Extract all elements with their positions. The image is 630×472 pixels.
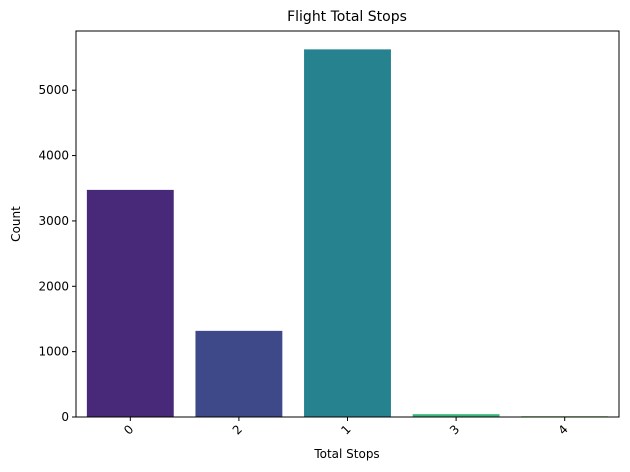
x-tick-label: 1 (338, 422, 353, 437)
y-tick-label: 0 (61, 410, 69, 424)
bar-3 (412, 414, 500, 417)
bar-2 (195, 330, 283, 417)
x-ticks-group: 0 2 1 3 4 (121, 417, 571, 438)
bars-group (86, 49, 609, 418)
plot-frame (75, 30, 620, 418)
y-axis-title: Count (9, 206, 23, 242)
y-tick-label: 2000 (38, 279, 69, 293)
x-tick-label: 3 (447, 422, 462, 437)
y-tick-label: 1000 (38, 345, 69, 359)
y-tick-label: 5000 (38, 83, 69, 97)
y-tick-label: 4000 (38, 149, 69, 163)
y-tick-label: 3000 (38, 214, 69, 228)
x-tick-label: 0 (121, 422, 136, 437)
y-ticks-group: 0 1000 2000 3000 4000 5000 (38, 83, 76, 424)
chart-title: Flight Total Stops (287, 9, 407, 25)
bar-0 (86, 189, 174, 417)
x-tick-label: 2 (230, 422, 245, 437)
x-axis-title: Total Stops (313, 447, 379, 461)
bar-1 (304, 49, 391, 418)
x-tick-label: 4 (556, 422, 571, 437)
